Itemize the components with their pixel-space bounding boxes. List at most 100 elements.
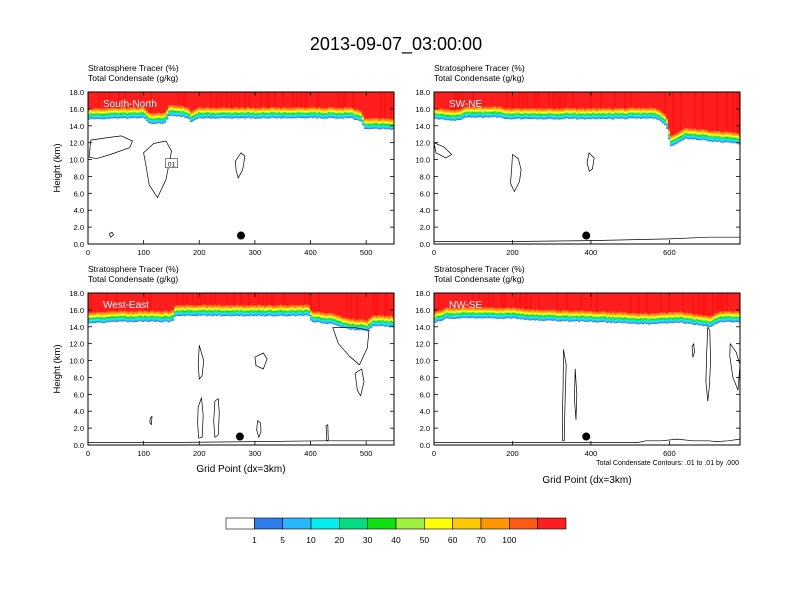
plot-area [434,92,740,244]
condensate-contour [88,135,133,160]
panel-name: SW-NE [449,99,482,110]
x-axis-label: Grid Point (dx=3km) [542,475,631,486]
condensate-contour [561,349,567,442]
condensate-contour [586,152,595,172]
y-tick-label: 12.0 [415,139,430,148]
condensate-contour [354,368,365,397]
x-tick-label: 400 [585,449,598,458]
colorbar-swatch [339,517,368,530]
condensate-contour [197,345,205,380]
panel-nw-se: Stratosphere Tracer (%) Total Condensate … [415,264,741,486]
panel-title-line2: Total Condensate (g/kg) [434,73,524,83]
colorbar-label: 1 [252,535,257,545]
panel-title-line2: Total Condensate (g/kg) [88,274,178,284]
y-tick-label: 16.0 [69,105,84,114]
y-tick-label: 8.0 [420,373,430,382]
colorbar-swatch [254,517,283,530]
y-tick-label: 10.0 [415,156,430,165]
y-tick-label: 16.0 [415,306,430,315]
y-tick-label: 6.0 [74,189,84,198]
location-marker [235,432,244,441]
x-tick-label: 0 [86,449,90,458]
y-tick-label: 14.0 [69,122,84,131]
colorbar-label: 70 [476,535,486,545]
plot-area [88,293,394,445]
colorbar-label: 5 [280,535,285,545]
condensate-contour [213,398,220,438]
y-tick-label: 6.0 [420,390,430,399]
x-tick-label: 100 [137,449,150,458]
colorbar-label: 30 [363,535,373,545]
y-tick-label: 10.0 [415,357,430,366]
condensate-contour [434,142,453,159]
y-tick-label: 12.0 [415,340,430,349]
x-tick-label: 200 [193,449,206,458]
colorbar-swatch [282,517,312,530]
panel-south-north: Stratosphere Tracer (%)Total Condensate … [52,63,395,257]
contour-label-box [165,158,178,169]
x-tick-label: 400 [304,449,317,458]
y-tick-label: 4.0 [420,206,430,215]
panels-group: Stratosphere Tracer (%)Total Condensate … [52,63,741,486]
contour-footnote: Total Condensate Contours: .01 to .01 by… [596,460,739,467]
colorbar-label: 40 [391,535,401,545]
x-tick-label: 600 [663,449,676,458]
x-tick-label: 200 [193,248,206,257]
colorbar-swatch [395,517,425,530]
condensate-contour [254,352,268,370]
y-tick-label: 14.0 [415,323,430,332]
x-tick-label: 600 [663,248,676,257]
y-tick-label: 2.0 [74,223,84,232]
x-tick-label: 200 [506,449,519,458]
y-tick-label: 8.0 [74,172,84,181]
y-tick-label: 8.0 [74,373,84,382]
figure-title: 2013-09-07_03:00:00 [310,34,482,55]
plot-area [88,92,394,244]
x-tick-label: 500 [360,449,373,458]
colorbar-swatch [310,517,340,530]
y-tick-label: 2.0 [420,223,430,232]
y-tick-label: 8.0 [420,172,430,181]
y-tick-label: 0.0 [74,240,84,249]
y-tick-label: 10.0 [69,357,84,366]
plot-frame [433,292,741,446]
x-tick-label: 0 [432,449,436,458]
condensate-contour [325,424,329,442]
plot-frame [87,91,395,245]
y-tick-label: 18.0 [69,88,84,97]
x-tick-label: 300 [249,449,262,458]
colorbar-label: 20 [335,535,345,545]
condensate-contour [143,140,172,198]
condensate-contour [434,236,740,242]
colorbar-label: 50 [420,535,430,545]
condensate-contour [691,343,695,358]
condensate-contour [729,343,740,391]
plot-frame [433,91,741,245]
condensate-contour [510,154,522,192]
condensate-contour [705,326,711,402]
colorbar-swatch [424,517,453,530]
plot-frame [87,292,395,446]
condensate-contour [235,152,246,179]
y-tick-label: 2.0 [420,424,430,433]
y-tick-label: 4.0 [74,407,84,416]
y-tick-label: 18.0 [415,289,430,298]
colorbar-swatch [452,517,482,530]
y-tick-label: 2.0 [74,424,84,433]
plot-area [434,293,740,445]
panel-title-line1: Stratosphere Tracer (%) [88,264,179,274]
panel-title-line2: Total Condensate (g/kg) [88,73,178,83]
x-tick-label: 400 [585,248,598,257]
condensate-contour [256,420,262,438]
y-tick-label: 6.0 [74,390,84,399]
y-tick-label: 16.0 [69,306,84,315]
y-tick-label: 18.0 [69,289,84,298]
panel-title-line1: Stratosphere Tracer (%) [434,264,525,274]
location-marker [237,231,245,240]
y-tick-label: 4.0 [420,407,430,416]
x-axis-label: Grid Point (dx=3km) [196,464,285,475]
y-tick-label: 12.0 [69,340,84,349]
location-marker [582,231,591,240]
x-tick-label: 200 [506,248,519,257]
